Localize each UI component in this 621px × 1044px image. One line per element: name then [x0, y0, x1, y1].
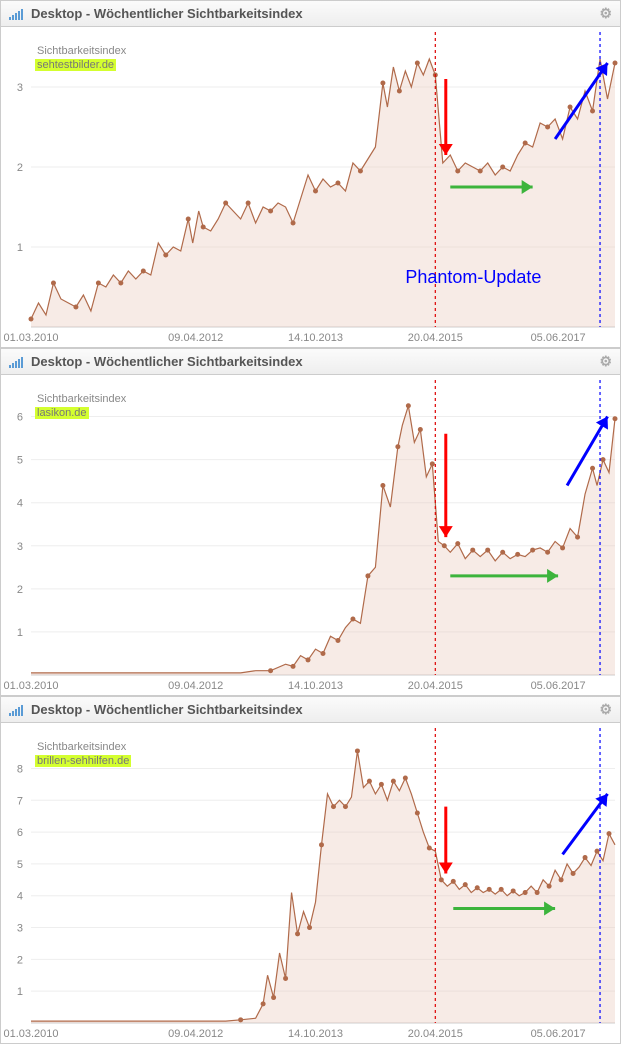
svg-text:6: 6 [17, 412, 23, 424]
svg-text:09.04.2012: 09.04.2012 [168, 680, 223, 692]
svg-text:01.03.2010: 01.03.2010 [3, 680, 58, 692]
svg-text:20.04.2015: 20.04.2015 [408, 680, 463, 692]
y-axis-title: Sichtbarkeitsindex [37, 45, 126, 57]
y-axis-title: Sichtbarkeitsindex [37, 393, 126, 405]
domain-label: brillen-sehhilfen.de [35, 755, 131, 767]
svg-text:5: 5 [17, 455, 23, 467]
svg-text:1: 1 [17, 242, 23, 254]
panel-title: Desktop - Wöchentlicher Sichtbarkeitsind… [31, 6, 303, 21]
svg-text:14.10.2013: 14.10.2013 [288, 1028, 343, 1040]
panel-title: Desktop - Wöchentlicher Sichtbarkeitsind… [31, 702, 303, 717]
signal-icon [9, 704, 23, 716]
svg-text:2: 2 [17, 162, 23, 174]
panel-header: Desktop - Wöchentlicher Sichtbarkeitsind… [1, 697, 620, 723]
svg-text:4: 4 [17, 498, 23, 510]
signal-icon [9, 356, 23, 368]
y-axis-title: Sichtbarkeitsindex [37, 741, 126, 753]
svg-text:05.06.2017: 05.06.2017 [531, 1028, 586, 1040]
chart-svg: 1 2 3 4 5 6 7 8 01.03.2010 09.04.2012 14.10.2013 2… [1, 723, 620, 1043]
series-area [31, 751, 615, 1023]
domain-label: lasikon.de [35, 407, 89, 419]
svg-text:05.06.2017: 05.06.2017 [531, 680, 586, 692]
svg-text:09.04.2012: 09.04.2012 [168, 332, 223, 344]
gear-icon[interactable]: ⚙ [599, 5, 612, 22]
arrow-red [439, 434, 453, 537]
chart-area: Sichtbarkeitsindex sehtestbilder.de Phan… [1, 27, 620, 347]
svg-text:05.06.2017: 05.06.2017 [531, 332, 586, 344]
svg-text:3: 3 [17, 923, 23, 935]
svg-text:3: 3 [17, 541, 23, 553]
svg-text:2: 2 [17, 584, 23, 596]
chart-area: Sichtbarkeitsindex brillen-sehhilfen.de … [1, 723, 620, 1043]
chart-area: Sichtbarkeitsindex lasikon.de 1 2 3 4 5 6 01.… [1, 375, 620, 695]
visibility-panel-0: Desktop - Wöchentlicher Sichtbarkeitsind… [0, 0, 621, 348]
panel-header: Desktop - Wöchentlicher Sichtbarkeitsind… [1, 1, 620, 27]
arrow-blue [563, 794, 608, 854]
domain-label: sehtestbilder.de [35, 59, 116, 71]
svg-text:4: 4 [17, 891, 23, 903]
svg-text:01.03.2010: 01.03.2010 [3, 332, 58, 344]
svg-text:3: 3 [17, 82, 23, 94]
gear-icon[interactable]: ⚙ [599, 353, 612, 370]
svg-text:09.04.2012: 09.04.2012 [168, 1028, 223, 1040]
visibility-panel-1: Desktop - Wöchentlicher Sichtbarkeitsind… [0, 348, 621, 696]
annotation-text: Phantom-Update [405, 267, 541, 288]
svg-text:6: 6 [17, 827, 23, 839]
svg-text:20.04.2015: 20.04.2015 [408, 1028, 463, 1040]
chart-svg: 1 2 3 01.03.2010 09.04.2012 14.10.2013 20.04.… [1, 27, 620, 347]
svg-text:1: 1 [17, 627, 23, 639]
gear-icon[interactable]: ⚙ [599, 701, 612, 718]
svg-text:5: 5 [17, 859, 23, 871]
svg-text:14.10.2013: 14.10.2013 [288, 332, 343, 344]
panel-header: Desktop - Wöchentlicher Sichtbarkeitsind… [1, 349, 620, 375]
visibility-panel-2: Desktop - Wöchentlicher Sichtbarkeitsind… [0, 696, 621, 1044]
svg-text:14.10.2013: 14.10.2013 [288, 680, 343, 692]
chart-svg: 1 2 3 4 5 6 01.03.2010 09.04.2012 14.10.2013 20.… [1, 375, 620, 695]
svg-text:8: 8 [17, 763, 23, 775]
signal-icon [9, 8, 23, 20]
svg-text:1: 1 [17, 986, 23, 998]
svg-text:2: 2 [17, 954, 23, 966]
series-area [31, 406, 615, 675]
arrow-red [439, 807, 453, 874]
svg-text:20.04.2015: 20.04.2015 [408, 332, 463, 344]
panel-title: Desktop - Wöchentlicher Sichtbarkeitsind… [31, 354, 303, 369]
svg-text:7: 7 [17, 795, 23, 807]
svg-text:01.03.2010: 01.03.2010 [3, 1028, 58, 1040]
